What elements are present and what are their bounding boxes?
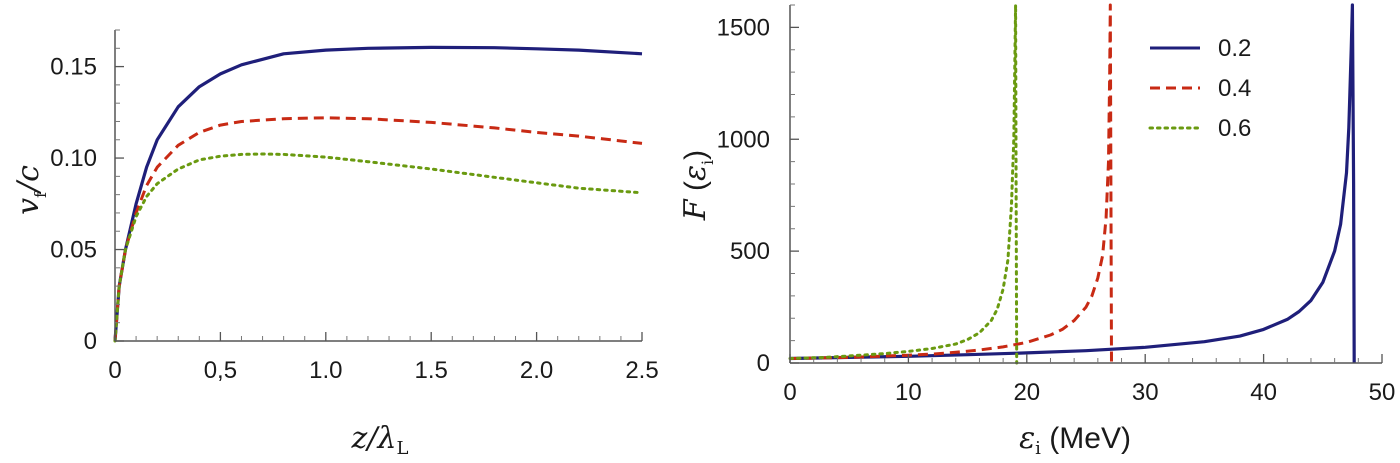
x-tick-label: 0,5 xyxy=(204,357,237,384)
y-tick-label: 0 xyxy=(757,350,770,377)
y-tick-label: 1500 xyxy=(717,14,770,41)
x-tick-label: 1.5 xyxy=(415,357,448,384)
legend-label-0.2: 0.2 xyxy=(1218,35,1251,62)
x-tick-label: 1.0 xyxy=(309,357,342,384)
left-chart-tick-labels: 0 0.05 0.10 0.15 0 0,5 1.0 1.5 2.0 2.5 xyxy=(50,54,658,384)
legend-label-0.6: 0.6 xyxy=(1218,115,1251,142)
x-tick-label: 20 xyxy=(1013,379,1040,406)
x-tick-label: 50 xyxy=(1369,379,1396,406)
y-tick-label: 0 xyxy=(84,328,97,355)
y-tick-label: 0.15 xyxy=(50,54,97,81)
series-line-l-1 xyxy=(113,116,643,342)
x-tick-label: 0 xyxy=(783,379,796,406)
y-tick-label: 1000 xyxy=(717,126,770,153)
right-chart-axes xyxy=(789,4,1383,364)
series-line-0.6 xyxy=(788,3,1019,365)
left-chart: 0 0.05 0.10 0.15 0 0,5 1.0 1.5 2.0 2.5 vf/c z/λL xyxy=(11,29,659,459)
x-tick-label: 30 xyxy=(1132,379,1159,406)
y-tick-label: 0.10 xyxy=(50,145,97,172)
x-tick-label: 2.5 xyxy=(625,357,658,384)
left-x-axis-title: z/λL xyxy=(351,421,409,459)
right-x-axis-title: εi (MeV) xyxy=(1019,421,1131,459)
x-tick-label: 10 xyxy=(895,379,922,406)
right-chart-series xyxy=(788,3,1356,365)
x-tick-label: 0 xyxy=(108,357,121,384)
series-line-0.2 xyxy=(789,3,1356,364)
right-chart-legend: 0.2 0.4 0.6 xyxy=(1148,35,1251,142)
y-tick-label: 500 xyxy=(730,238,770,265)
right-chart-tick-labels: 0 500 1000 1500 0 10 20 30 40 50 xyxy=(717,14,1396,406)
series-line-0.4 xyxy=(789,3,1113,364)
series-line-l-0 xyxy=(113,45,643,342)
left-y-axis-title: vf/c xyxy=(11,165,50,215)
left-chart-series xyxy=(113,45,644,343)
y-tick-label: 0.05 xyxy=(50,237,97,264)
legend-label-0.4: 0.4 xyxy=(1218,75,1251,102)
right-y-axis-title: F (εi) xyxy=(678,150,717,221)
x-tick-label: 40 xyxy=(1250,379,1277,406)
x-tick-label: 2.0 xyxy=(520,357,553,384)
series-line-l-2 xyxy=(113,152,644,343)
left-chart-axes xyxy=(114,29,643,342)
